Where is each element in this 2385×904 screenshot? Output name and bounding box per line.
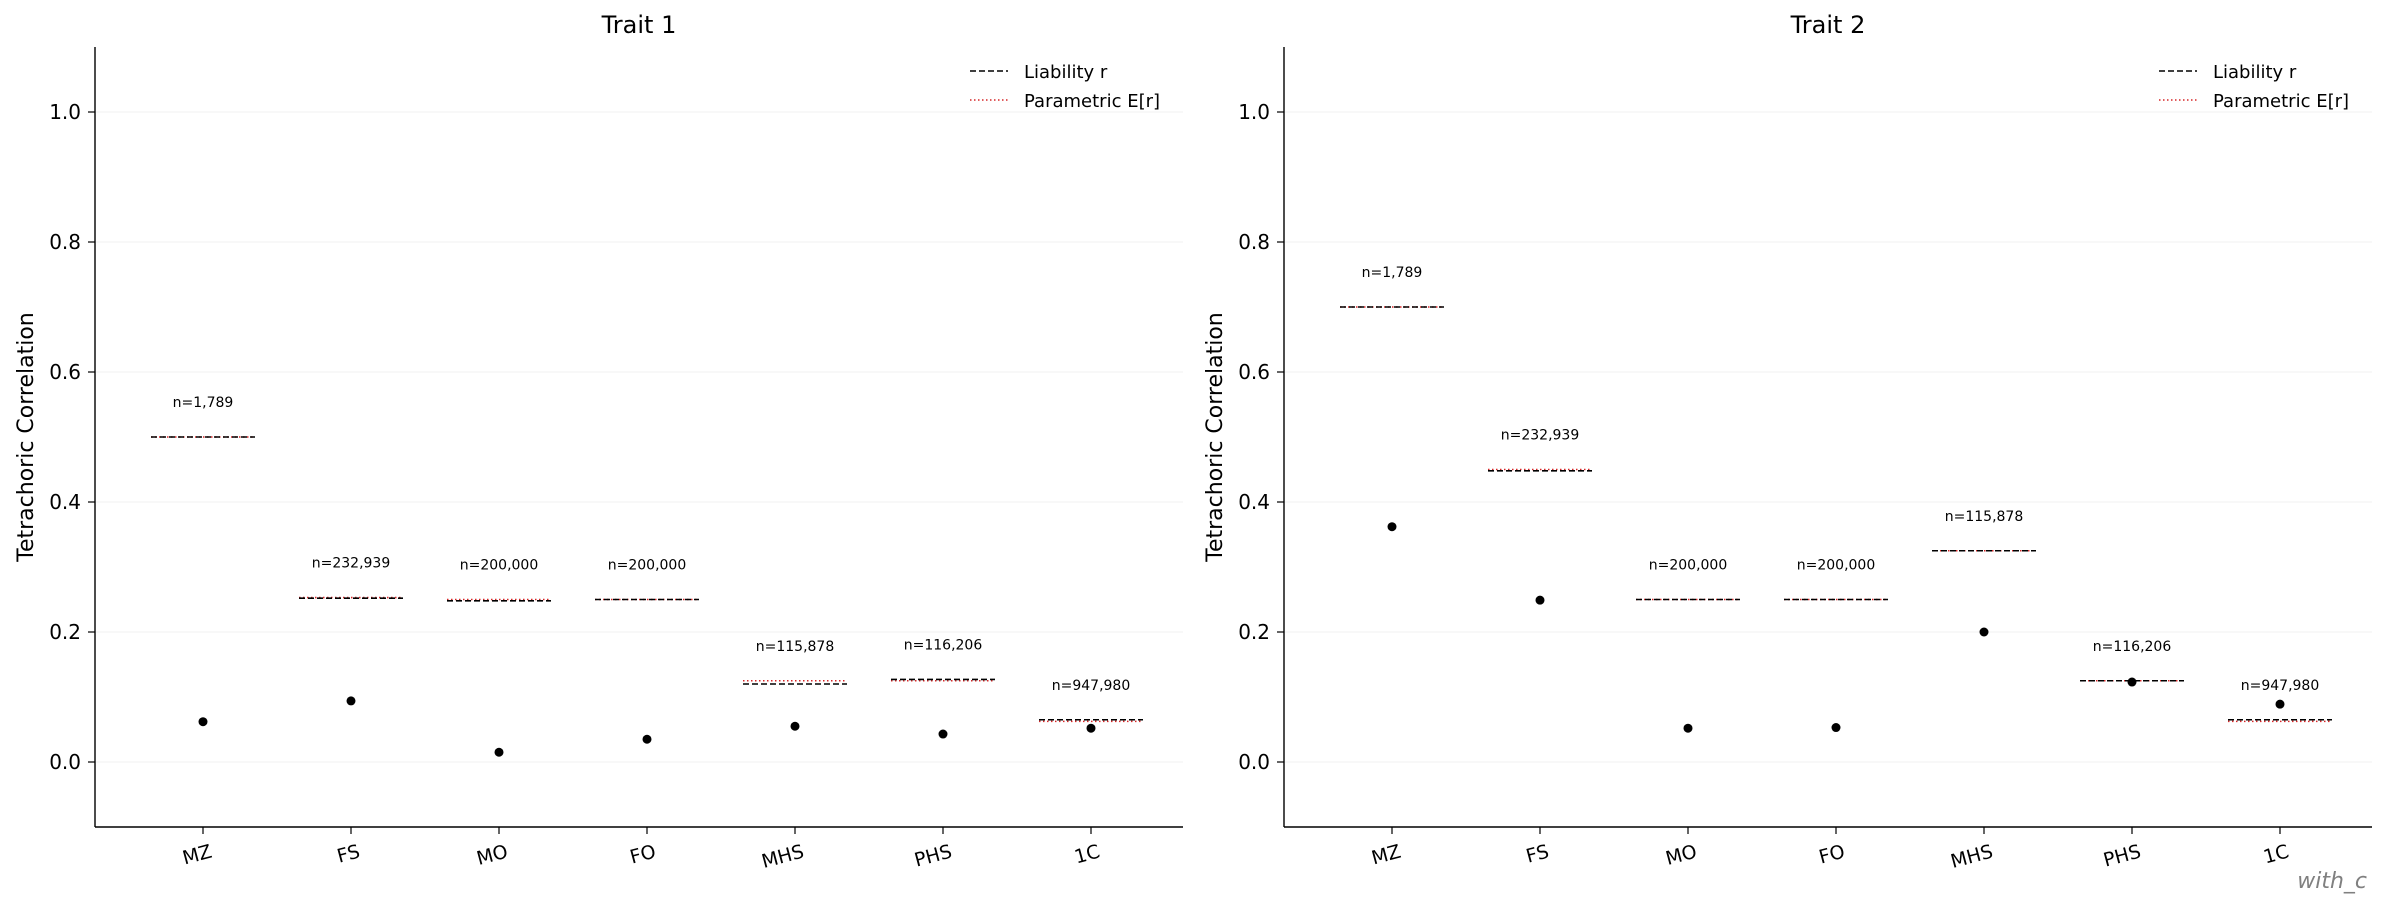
x-tick-label: MO	[474, 841, 510, 870]
watermark-text: with_c	[2297, 869, 2367, 894]
y-tick-label: 0.8	[1238, 230, 1270, 254]
sample-size-label: n=115,878	[1945, 509, 2024, 525]
sample-size-label: n=200,000	[460, 558, 539, 574]
sample-size-label: n=116,206	[2093, 639, 2172, 655]
x-tick-label: PHS	[2101, 841, 2143, 872]
data-point	[2127, 677, 2137, 687]
y-axis-label: Tetrachoric Correlation	[1203, 312, 1228, 562]
chart-title: Trait 1	[601, 11, 677, 39]
sample-size-label: n=200,000	[1649, 558, 1728, 574]
data-point	[1683, 723, 1693, 733]
data-point	[494, 747, 504, 757]
data-point	[790, 721, 800, 731]
y-tick-label: 0.0	[49, 750, 81, 774]
x-tick-label: 1C	[1072, 841, 1102, 869]
x-tick-label: PHS	[912, 841, 954, 872]
legend: Liability r Parametric E[r]	[2159, 62, 2349, 112]
legend-parametric-label: Parametric E[r]	[2213, 91, 2349, 112]
x-tick-label: FS	[335, 841, 363, 868]
sample-size-label: n=232,939	[312, 556, 391, 572]
y-tick-label: 0.8	[49, 230, 81, 254]
y-tick-label: 0.0	[1238, 750, 1270, 774]
chart-title: Trait 2	[1790, 11, 1866, 39]
x-tick-label: FS	[1524, 841, 1552, 868]
legend-liability-label: Liability r	[1024, 62, 1108, 83]
data-point	[1535, 595, 1545, 605]
x-tick-label: FO	[1817, 841, 1848, 869]
sample-size-label: n=200,000	[608, 558, 687, 574]
x-tick-label: MHS	[1948, 841, 1995, 873]
x-tick-label: MZ	[180, 841, 214, 870]
data-point	[1387, 522, 1397, 532]
legend-liability-label: Liability r	[2213, 62, 2297, 83]
y-tick-label: 0.4	[1238, 490, 1270, 514]
chart-panel-2: 0.0 0.2 0.4 0.6 0.8 1.0 Trait 2 Tetrachoric Cor…	[1203, 11, 2372, 873]
x-tick-label: FO	[628, 841, 659, 869]
data-point	[938, 729, 948, 739]
y-tick-label: 1.0	[49, 100, 81, 124]
x-tick-label: 1C	[2261, 841, 2291, 869]
y-tick-label: 0.2	[49, 620, 81, 644]
y-tick-label: 0.4	[49, 490, 81, 514]
y-tick-label: 0.6	[49, 360, 81, 384]
chart-panel-1: 0.0 0.2 0.4 0.6 0.8 1.0 Trait 1 Tetrachoric Cor…	[14, 11, 1183, 873]
sample-size-label: n=1,789	[1362, 265, 1423, 281]
y-tick-label: 0.2	[1238, 620, 1270, 644]
legend: Liability r Parametric E[r]	[970, 62, 1160, 112]
sample-size-label: n=232,939	[1501, 428, 1580, 444]
legend-parametric-label: Parametric E[r]	[1024, 91, 1160, 112]
sample-size-label: n=200,000	[1797, 558, 1876, 574]
data-point	[1831, 723, 1841, 733]
sample-size-label: n=115,878	[756, 639, 835, 655]
sample-size-label: n=1,789	[173, 395, 234, 411]
sample-size-label: n=947,980	[2241, 678, 2320, 694]
data-point	[2275, 699, 2285, 709]
data-point	[198, 717, 208, 727]
data-point	[1979, 627, 1989, 637]
sample-size-label: n=116,206	[904, 637, 983, 653]
data-point	[346, 696, 356, 706]
x-tick-label: MO	[1663, 841, 1699, 870]
sample-size-label: n=947,980	[1052, 678, 1131, 694]
x-tick-label: MZ	[1369, 841, 1403, 870]
data-point	[642, 734, 652, 744]
data-point	[1086, 723, 1096, 733]
x-tick-label: MHS	[759, 841, 806, 873]
y-tick-label: 0.6	[1238, 360, 1270, 384]
y-axis-label: Tetrachoric Correlation	[14, 312, 39, 562]
y-tick-label: 1.0	[1238, 100, 1270, 124]
